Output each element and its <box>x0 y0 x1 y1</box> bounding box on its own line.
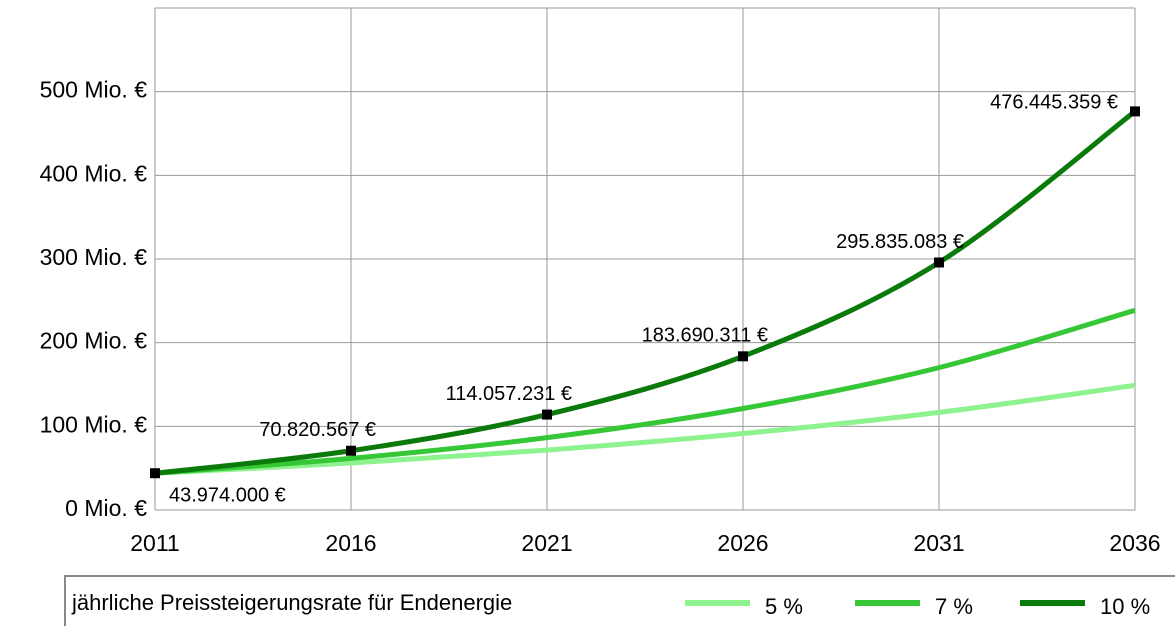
data-point <box>738 351 748 362</box>
data-label: 114.057.231 € <box>446 383 572 405</box>
data-label: 43.974.000 € <box>169 484 286 506</box>
x-tick-label: 2011 <box>130 530 179 556</box>
legend-label: 7 % <box>935 594 973 619</box>
data-point <box>1130 106 1140 117</box>
legend-label: 5 % <box>765 594 803 619</box>
data-label: 295.835.083 € <box>836 231 964 253</box>
x-tick-label: 2021 <box>521 530 572 556</box>
y-tick-label: 100 Mio. € <box>40 411 148 437</box>
y-tick-label: 0 Mio. € <box>65 495 147 521</box>
data-point <box>150 468 160 479</box>
y-tick-label: 200 Mio. € <box>40 328 148 354</box>
series-line <box>154 382 1136 476</box>
series-line <box>154 307 1136 476</box>
x-tick-label: 2026 <box>717 530 768 556</box>
y-tick-label: 300 Mio. € <box>40 244 148 270</box>
legend-label: 10 % <box>1100 594 1150 619</box>
legend-title: jährliche Preissteigerungsrate für Enden… <box>71 590 512 615</box>
y-tick-label: 400 Mio. € <box>40 160 148 186</box>
data-point <box>542 409 552 420</box>
series-line <box>154 109 1137 476</box>
data-point <box>346 445 356 456</box>
data-label: 183.690.311 € <box>642 325 768 347</box>
legend-box <box>64 575 1175 626</box>
x-tick-label: 2036 <box>1109 530 1160 556</box>
data-point <box>934 257 944 268</box>
data-label: 476.445.359 € <box>990 92 1118 114</box>
x-tick-label: 2016 <box>325 530 376 556</box>
x-tick-label: 2031 <box>913 530 964 556</box>
y-tick-label: 500 Mio. € <box>40 77 148 103</box>
data-label: 70.820.567 € <box>259 419 376 441</box>
